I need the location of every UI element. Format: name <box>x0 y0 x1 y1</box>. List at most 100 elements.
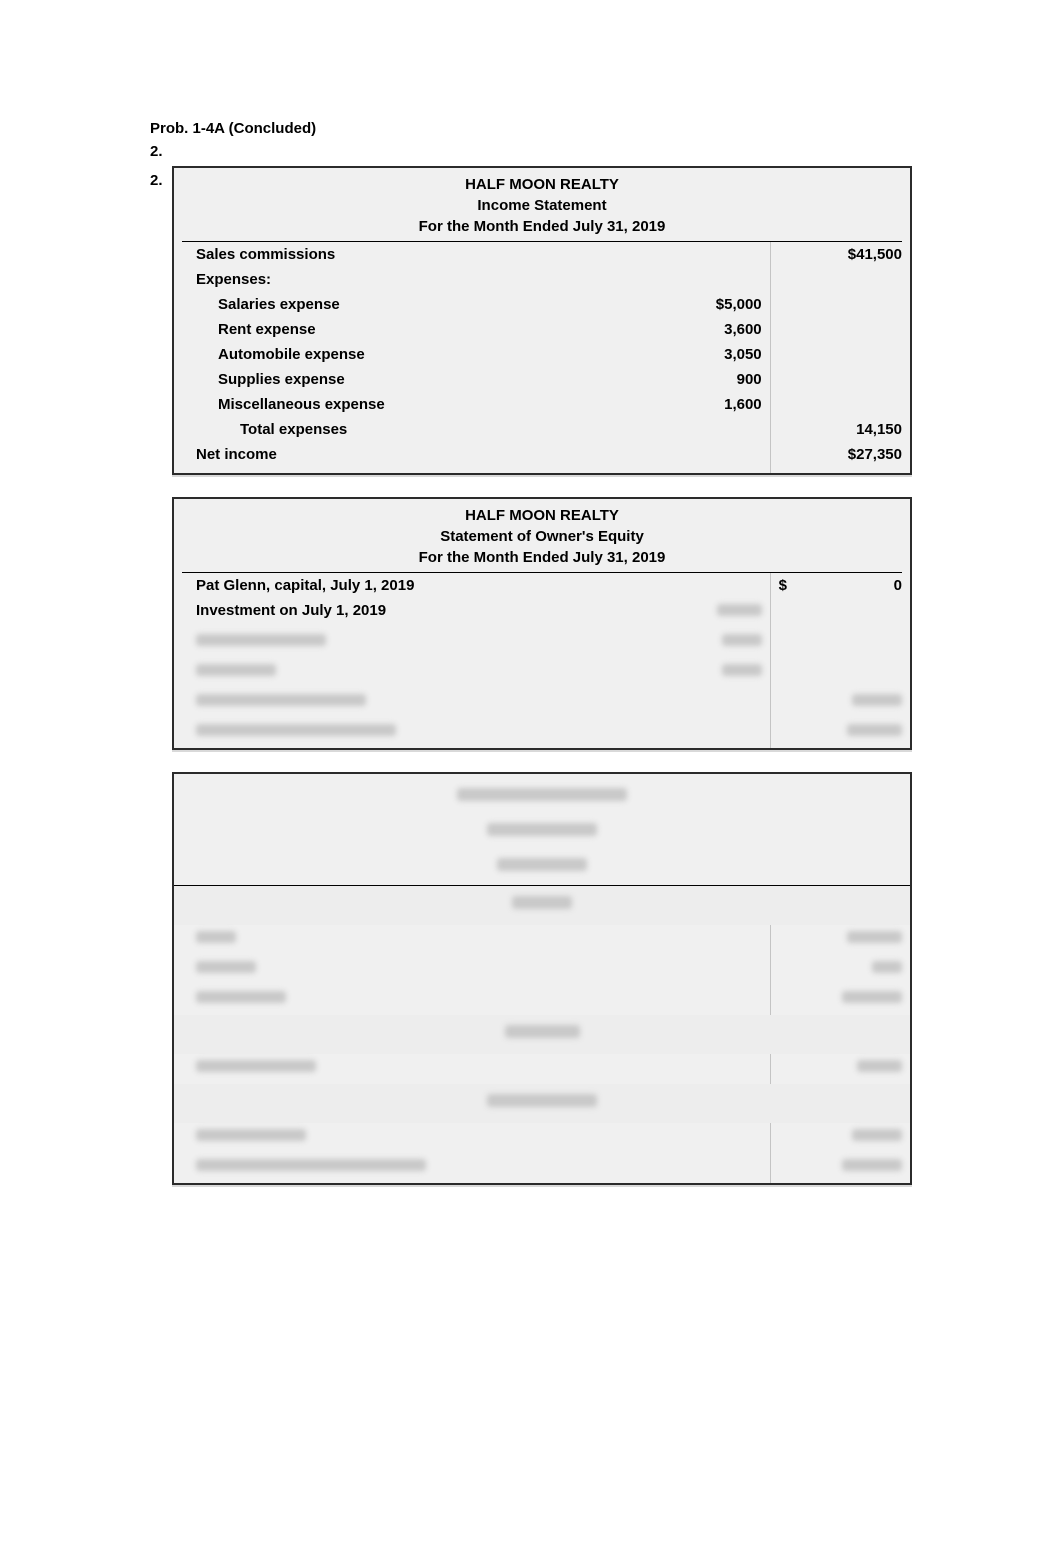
table-row: Expenses: <box>174 267 910 292</box>
row-label: Salaries expense <box>174 292 630 317</box>
blurred-amt1 <box>630 658 770 688</box>
row-amount-col1 <box>630 267 770 292</box>
table-row: Net income$27,350 <box>174 442 910 467</box>
row-amount-col1 <box>630 598 770 628</box>
owners-equity-table: HALF MOON REALTY Statement of Owner's Eq… <box>172 497 912 750</box>
row-label: Net income <box>174 442 630 467</box>
row-amount-col1: $5,000 <box>630 292 770 317</box>
row-amount-col2 <box>770 317 910 342</box>
blurred-amt2 <box>770 1054 910 1084</box>
table-row: Miscellaneous expense1,600 <box>174 392 910 417</box>
section-header-blurred <box>174 886 910 925</box>
row-label: Total expenses <box>174 417 630 442</box>
is-title-company: HALF MOON REALTY <box>182 174 902 195</box>
blurred-amt2 <box>770 688 910 718</box>
row-amount-col1 <box>630 442 770 467</box>
table-row: Rent expense3,600 <box>174 317 910 342</box>
sub-number: 2. <box>150 143 912 160</box>
blurred-label <box>174 658 630 688</box>
blurred-amt1 <box>630 688 770 718</box>
table-row: Pat Glenn, capital, July 1, 2019$0 <box>174 573 910 598</box>
row-label: Investment on July 1, 2019 <box>174 598 630 628</box>
owners-equity-block: HALF MOON REALTY Statement of Owner's Eq… <box>150 497 912 750</box>
row-amount-col1: 3,050 <box>630 342 770 367</box>
blurred-label <box>174 985 630 1015</box>
row-amount-col2 <box>770 292 910 317</box>
row-label: Rent expense <box>174 317 630 342</box>
blurred-amt1 <box>630 955 770 985</box>
row-label: Supplies expense <box>174 367 630 392</box>
oe-title-company: HALF MOON REALTY <box>182 505 902 526</box>
blurred-label <box>174 955 630 985</box>
problem-heading: Prob. 1-4A (Concluded) <box>150 120 912 137</box>
row-amount-col2 <box>770 598 910 628</box>
row-amount-col1: 3,600 <box>630 317 770 342</box>
balance-sheet-table <box>172 772 912 1185</box>
row-amount-col2 <box>770 392 910 417</box>
blurred-amt1 <box>630 985 770 1015</box>
table-row-blurred <box>174 1153 910 1183</box>
income-statement-block: 2. HALF MOON REALTY Income Statement For… <box>150 166 912 475</box>
blurred-label <box>174 1153 630 1183</box>
table-row-blurred <box>174 985 910 1015</box>
blurred-label <box>174 1054 630 1084</box>
row-label: Miscellaneous expense <box>174 392 630 417</box>
row-amount-col2: $41,500 <box>770 242 910 267</box>
row-amount-col1 <box>630 417 770 442</box>
row-amount-col2 <box>770 342 910 367</box>
blurred-label <box>174 1123 630 1153</box>
section-header-blurred <box>174 1084 910 1123</box>
blurred-section-title <box>174 1084 910 1123</box>
table-row-blurred <box>174 718 910 748</box>
table-row-blurred <box>174 955 910 985</box>
row-label: Automobile expense <box>174 342 630 367</box>
blurred-amt1 <box>630 1054 770 1084</box>
row-label: Expenses: <box>174 267 630 292</box>
section-header-blurred <box>174 1015 910 1054</box>
table-row: Supplies expense900 <box>174 367 910 392</box>
blurred-amt2 <box>770 718 910 748</box>
oe-header: HALF MOON REALTY Statement of Owner's Eq… <box>174 499 910 573</box>
table-row-blurred <box>174 628 910 658</box>
bs-title-line-blurred <box>182 850 902 885</box>
question-number: 2. <box>150 172 163 189</box>
row-amount-col1 <box>630 573 770 598</box>
table-row: Salaries expense$5,000 <box>174 292 910 317</box>
blurred-amt1 <box>630 1123 770 1153</box>
blurred-section-title <box>174 886 910 925</box>
row-amount-col2 <box>770 267 910 292</box>
row-amount-col2: $0 <box>770 573 910 598</box>
blurred-label <box>174 925 630 955</box>
income-statement-header: HALF MOON REALTY Income Statement For th… <box>174 168 910 242</box>
table-row-blurred <box>174 1054 910 1084</box>
blurred-amt1 <box>630 628 770 658</box>
blurred-amt2 <box>770 925 910 955</box>
blurred-label <box>174 688 630 718</box>
table-row: Sales commissions $41,500 <box>174 242 910 267</box>
is-title-statement: Income Statement <box>182 195 902 216</box>
blurred-label <box>174 718 630 748</box>
bs-title-line-blurred <box>182 780 902 815</box>
blurred-amt2 <box>770 985 910 1015</box>
blurred-amt1 <box>630 1153 770 1183</box>
table-row-blurred <box>174 1123 910 1153</box>
is-title-period: For the Month Ended July 31, 2019 <box>182 216 902 242</box>
income-statement-table: HALF MOON REALTY Income Statement For th… <box>172 166 912 475</box>
blurred-section-title <box>174 1015 910 1054</box>
blurred-amt2 <box>770 628 910 658</box>
balance-sheet-block <box>150 772 912 1185</box>
table-row-blurred <box>174 925 910 955</box>
blurred-amt1 <box>630 925 770 955</box>
table-row: Total expenses14,150 <box>174 417 910 442</box>
blurred-amt2 <box>770 658 910 688</box>
row-amount-col2 <box>770 367 910 392</box>
row-amount-col1: 900 <box>630 367 770 392</box>
bs-header <box>174 774 910 886</box>
row-amount-col1 <box>630 242 770 267</box>
table-row-blurred <box>174 658 910 688</box>
bs-title-line-blurred <box>182 815 902 850</box>
blurred-amt1 <box>630 718 770 748</box>
row-label: Sales commissions <box>174 242 630 267</box>
blurred-label <box>174 628 630 658</box>
table-row: Automobile expense3,050 <box>174 342 910 367</box>
